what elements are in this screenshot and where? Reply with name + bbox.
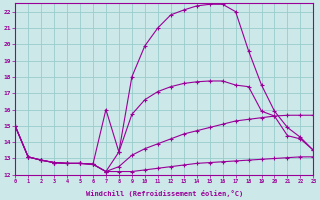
X-axis label: Windchill (Refroidissement éolien,°C): Windchill (Refroidissement éolien,°C) <box>86 190 243 197</box>
